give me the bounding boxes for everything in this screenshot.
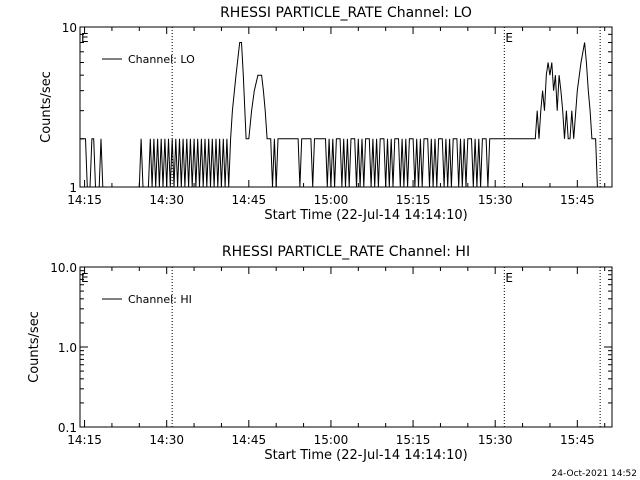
x-tick-label: 15:00 bbox=[314, 433, 349, 447]
y-tick-label: 1.0 bbox=[58, 341, 77, 355]
x-tick-label: 14:15 bbox=[67, 193, 102, 207]
y-tick-label: 0.1 bbox=[58, 421, 77, 435]
legend-entry: Channel: LO bbox=[128, 53, 195, 66]
y-tick-label: 10 bbox=[62, 21, 77, 35]
x-tick-label: 15:15 bbox=[396, 193, 431, 207]
x-tick-label: 14:45 bbox=[232, 433, 267, 447]
chart-panel-hi: RHESSI PARTICLE_RATE Channel: HI 14:15 14:… bbox=[27, 244, 613, 463]
x-axis-label: Start Time (22-Jul-14 14:14:10) bbox=[264, 448, 467, 463]
x-tick-label: 15:15 bbox=[396, 433, 431, 447]
plot-frame bbox=[79, 266, 613, 428]
legend-entry: Channel: HI bbox=[128, 293, 192, 306]
time-marker-label: E bbox=[505, 31, 513, 45]
time-marker-label: E bbox=[81, 271, 89, 285]
y-axis-label: Counts/sec bbox=[39, 71, 54, 143]
x-tick-label: 15:00 bbox=[314, 193, 349, 207]
y-tick-label: 10.0 bbox=[50, 261, 77, 275]
chart-title: RHESSI PARTICLE_RATE Channel: HI bbox=[222, 244, 470, 260]
series-line-0 bbox=[80, 42, 598, 188]
x-tick-label: 14:45 bbox=[232, 193, 267, 207]
chart-title: RHESSI PARTICLE_RATE Channel: LO bbox=[220, 5, 472, 21]
chart-panel-lo: RHESSI PARTICLE_RATE Channel: LO 14:15 14:… bbox=[39, 5, 613, 223]
x-tick-label: 14:30 bbox=[149, 433, 184, 447]
x-tick-label: 14:30 bbox=[149, 193, 184, 207]
x-tick-label: 15:30 bbox=[478, 433, 513, 447]
time-marker-label: E bbox=[81, 31, 89, 45]
x-axis-label: Start Time (22-Jul-14 14:14:10) bbox=[264, 208, 467, 223]
x-tick-label: 15:30 bbox=[478, 193, 513, 207]
x-tick-label: 15:45 bbox=[560, 433, 595, 447]
x-tick-label: 15:45 bbox=[560, 193, 595, 207]
footer-timestamp: 24-Oct-2021 14:52 bbox=[552, 469, 637, 479]
y-tick-label: 1 bbox=[69, 181, 77, 195]
y-axis-label: Counts/sec bbox=[27, 311, 42, 383]
time-marker-label: E bbox=[505, 271, 513, 285]
x-tick-label: 14:15 bbox=[67, 433, 102, 447]
